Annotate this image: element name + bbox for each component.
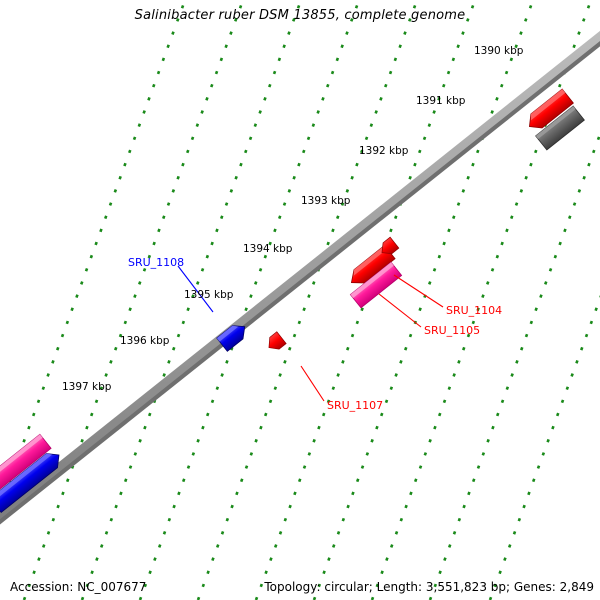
gene-SRU_1108[interactable] xyxy=(216,320,250,352)
gene-SRU_1106[interactable] xyxy=(378,236,400,258)
page-title: Salinibacter ruber DSM 13855, complete g… xyxy=(134,8,466,23)
tick-label-1396: 1396 kbp xyxy=(120,335,170,347)
tick-label-1391: 1391 kbp xyxy=(416,95,466,107)
genome-backbone[interactable] xyxy=(0,20,600,534)
gene-bottomleft-magenta[interactable] xyxy=(0,433,52,493)
gene-topright-red[interactable] xyxy=(524,88,574,134)
tick-label-1390: 1390 kbp xyxy=(474,45,524,57)
backbone-line xyxy=(0,30,600,520)
tick-label-1394: 1394 kbp xyxy=(243,243,293,255)
tick-label-1392: 1392 kbp xyxy=(359,145,409,157)
leader-SRU_1104 xyxy=(393,274,444,308)
leader-SRU_1108 xyxy=(177,265,214,313)
gene-topright-gray[interactable] xyxy=(535,105,585,151)
tick-label-1395: 1395 kbp xyxy=(184,289,234,301)
accession-label: Accession: NC_007677 xyxy=(10,580,147,594)
label-leader-lines xyxy=(177,265,444,402)
gene-bottomleft-blue[interactable] xyxy=(0,448,65,513)
tick-label-1397: 1397 kbp xyxy=(62,381,112,393)
leader-SRU_1107 xyxy=(300,365,325,402)
gene-label-SRU_1108[interactable]: SRU_1108 xyxy=(128,256,185,269)
leader-SRU_1105 xyxy=(378,293,422,328)
genome-summary-label: Topology: circular; Length: 3,551,823 bp… xyxy=(264,580,594,594)
gene-SRU_1104[interactable] xyxy=(346,244,396,289)
status-bar: Accession: NC_007677 Topology: circular;… xyxy=(0,572,600,600)
gene-features[interactable] xyxy=(0,88,585,513)
gene-label-SRU_1107[interactable]: SRU_1107 xyxy=(327,399,384,412)
tick-label-1393: 1393 kbp xyxy=(301,195,351,207)
gene-label-SRU_1105[interactable]: SRU_1105 xyxy=(424,324,481,337)
gene-SRU_1105[interactable] xyxy=(349,261,403,309)
gene-label-SRU_1104[interactable]: SRU_1104 xyxy=(446,304,503,317)
gene-SRU_1107[interactable] xyxy=(264,331,287,354)
